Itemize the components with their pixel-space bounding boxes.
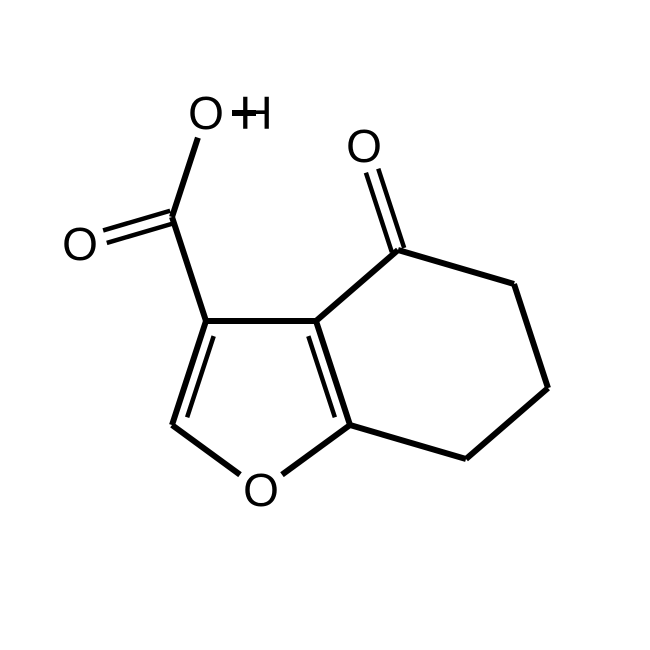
atom-label-O_ketone: O [346, 120, 382, 172]
bond [378, 169, 404, 248]
molecule-diagram: OOOHO [0, 0, 650, 650]
bond [172, 138, 198, 217]
atom-label-O_cooh_db: O [62, 218, 98, 270]
atom-layer: OOOHO [62, 87, 382, 516]
atom-label-O_furan: O [243, 464, 279, 516]
bond [316, 250, 398, 321]
bond [308, 336, 335, 417]
atom-label-O_cooh_oh: O [188, 87, 224, 139]
bond [187, 336, 214, 417]
bond [466, 388, 548, 459]
bond [172, 425, 240, 475]
bond [514, 284, 548, 388]
bond [398, 250, 514, 284]
bond-layer [103, 113, 548, 475]
bond [350, 425, 466, 459]
atom-label-H_cooh: H [239, 87, 272, 139]
bond [366, 173, 392, 252]
bond [172, 217, 206, 321]
bond [282, 425, 350, 475]
